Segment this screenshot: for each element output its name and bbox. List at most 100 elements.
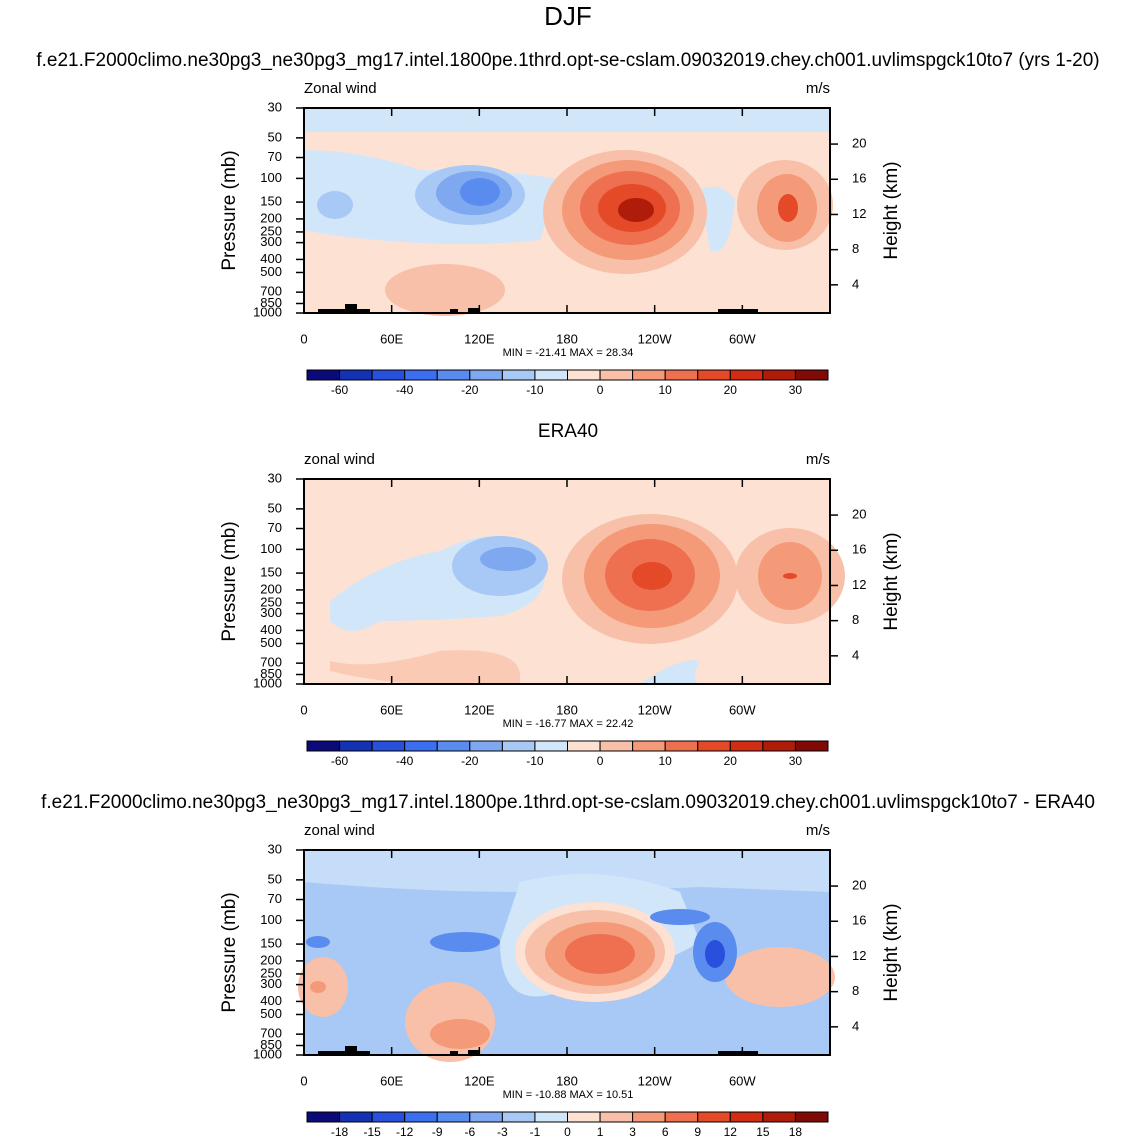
colorbar-box <box>794 369 829 381</box>
y-tick-label: 300 <box>260 234 282 249</box>
y-tick-label: 500 <box>260 635 282 650</box>
y-tick-label: 70 <box>268 891 282 906</box>
colorbar-box <box>306 369 341 381</box>
colorbar-label: 1 <box>597 1125 604 1139</box>
y-axis-label: Pressure (mb) <box>219 892 240 1012</box>
colorbar-label: -12 <box>396 1125 414 1139</box>
y2-tick-label: 4 <box>852 647 859 662</box>
y-tick-label: 850 <box>260 295 282 310</box>
right-label: m/s <box>806 451 830 468</box>
colorbar-box <box>469 1111 503 1123</box>
colorbar-box <box>567 369 601 381</box>
colorbar-label: 30 <box>789 754 803 768</box>
y2-tick-label: 20 <box>852 507 866 522</box>
y-tick-label: 1000 <box>253 1046 282 1061</box>
y-tick-label: 100 <box>260 541 282 556</box>
right-label: m/s <box>806 80 830 97</box>
colorbar-box <box>469 740 503 752</box>
colorbar-label: 3 <box>629 1125 636 1139</box>
x-tick-label: 60E <box>380 331 403 346</box>
colorbar-label: -18 <box>331 1125 349 1139</box>
colorbar-box <box>794 740 829 752</box>
colorbar-box <box>339 740 373 752</box>
y-tick-label: 400 <box>260 993 282 1008</box>
y-tick-label: 700 <box>260 1026 282 1041</box>
colorbar-label: -40 <box>396 383 414 397</box>
colorbar-box <box>501 369 536 381</box>
colorbar-label: 0 <box>597 754 604 768</box>
colorbar-label: 0 <box>597 383 604 397</box>
colorbar-box <box>371 1111 406 1123</box>
x-tick-label: 60E <box>380 1073 403 1088</box>
y-tick-label: 500 <box>260 264 282 279</box>
x-tick-label: 0 <box>300 1073 307 1088</box>
colorbar-label: 30 <box>789 383 803 397</box>
y-tick-label: 700 <box>260 655 282 670</box>
colorbar-box <box>664 740 699 752</box>
contours <box>298 850 835 1062</box>
colorbar-label: 10 <box>659 383 673 397</box>
y-tick-label: 150 <box>260 565 282 580</box>
y-tick-label: 50 <box>268 500 282 515</box>
colorbar-box <box>567 740 601 752</box>
y-tick-label: 400 <box>260 622 282 637</box>
y-tick-label: 200 <box>260 952 282 967</box>
colorbar-label: -20 <box>461 383 479 397</box>
y-tick-label: 30 <box>268 841 282 856</box>
colorbar-box <box>339 1111 373 1123</box>
y2-tick-label: 8 <box>852 612 859 627</box>
x-tick-label: 180 <box>556 702 578 717</box>
y2-tick-label: 16 <box>852 171 866 186</box>
colorbar-box <box>306 740 341 752</box>
colorbar-label: -9 <box>432 1125 443 1139</box>
colorbar-box <box>404 369 438 381</box>
y-tick-label: 400 <box>260 251 282 266</box>
y2-axis-label: Height (km) <box>881 903 902 1001</box>
y-tick-label: 50 <box>268 871 282 886</box>
colorbar-box <box>404 740 438 752</box>
colorbar-label: 12 <box>724 1125 738 1139</box>
y-tick-label: 70 <box>268 520 282 535</box>
y2-tick-label: 16 <box>852 542 866 557</box>
contours <box>304 479 845 684</box>
x-tick-label: 120W <box>638 1073 673 1088</box>
colorbar-label: -15 <box>363 1125 381 1139</box>
y-tick-label: 300 <box>260 976 282 991</box>
colorbar-box <box>729 1111 764 1123</box>
y2-tick-label: 16 <box>852 913 866 928</box>
colorbar-label: -20 <box>461 754 479 768</box>
left-label: zonal wind <box>304 451 375 468</box>
y-tick-label: 100 <box>260 912 282 927</box>
y2-tick-label: 12 <box>852 577 866 592</box>
colorbar-box <box>729 369 764 381</box>
y-tick-label: 200 <box>260 581 282 596</box>
left-label: Zonal wind <box>304 80 377 97</box>
colorbar-box <box>697 740 731 752</box>
colorbar-box <box>404 1111 438 1123</box>
panel: f.e21.F2000climo.ne30pg3_ne30pg3_mg17.in… <box>41 792 1095 1139</box>
colorbar-label: -3 <box>497 1125 508 1139</box>
colorbar-box <box>664 369 699 381</box>
right-label: m/s <box>806 822 830 839</box>
colorbar-label: 0 <box>564 1125 571 1139</box>
x-tick-label: 0 <box>300 331 307 346</box>
colorbar-label: -10 <box>526 754 544 768</box>
colorbar-box <box>729 740 764 752</box>
y2-tick-label: 4 <box>852 276 859 291</box>
colorbar-label: -60 <box>331 383 349 397</box>
y2-tick-label: 8 <box>852 241 859 256</box>
y2-tick-label: 12 <box>852 206 866 221</box>
colorbar-box <box>762 1111 796 1123</box>
colorbar-label: 20 <box>724 754 738 768</box>
x-tick-label: 180 <box>556 1073 578 1088</box>
left-label: zonal wind <box>304 822 375 839</box>
y2-tick-label: 8 <box>852 983 859 998</box>
y-tick-label: 30 <box>268 99 282 114</box>
colorbar-box <box>599 369 634 381</box>
y-tick-label: 70 <box>268 149 282 164</box>
colorbar-box <box>534 1111 568 1123</box>
colorbar-box <box>306 1111 341 1123</box>
